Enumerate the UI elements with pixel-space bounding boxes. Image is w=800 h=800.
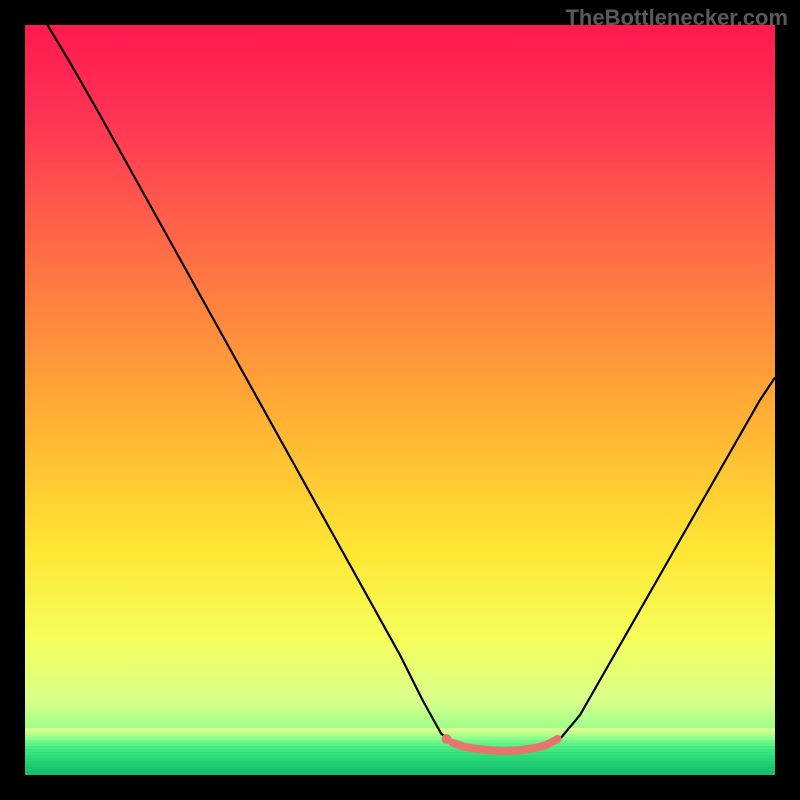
gradient-band [25,746,775,749]
gradient-band [25,731,775,734]
chart-background [25,25,775,775]
marker-dot [442,734,452,744]
gradient-band [25,752,775,755]
bottleneck-chart [0,0,800,800]
gradient-band [25,737,775,740]
gradient-band [25,728,775,731]
gradient-band [25,734,775,737]
gradient-band [25,755,775,758]
gradient-band [25,764,775,767]
gradient-band [25,743,775,746]
gradient-band [25,770,775,775]
gradient-band [25,740,775,743]
gradient-band [25,749,775,752]
gradient-band [25,761,775,764]
gradient-band [25,758,775,761]
gradient-band [25,767,775,770]
